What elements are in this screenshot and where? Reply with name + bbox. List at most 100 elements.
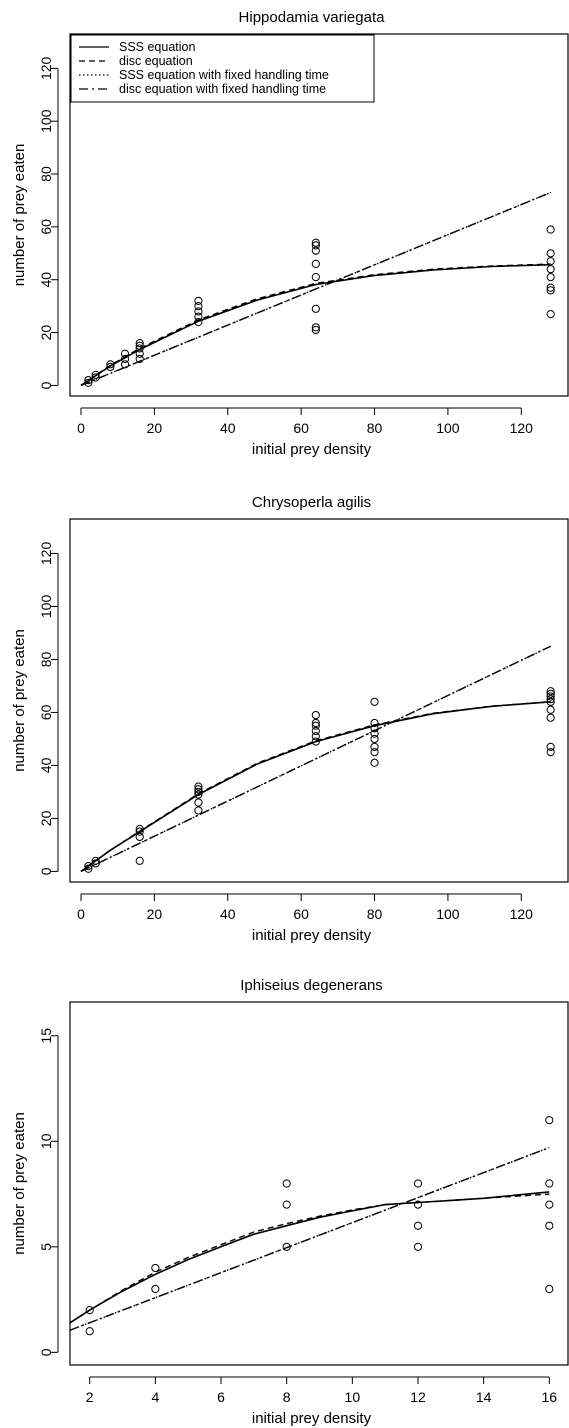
data-point	[311, 718, 320, 728]
data-point	[120, 354, 130, 364]
data-point	[546, 687, 555, 696]
data-point	[84, 864, 93, 873]
series-line	[80, 701, 551, 872]
data-point	[545, 1284, 554, 1294]
data-point	[546, 697, 555, 706]
y-axis-label: number of prey eaten	[11, 629, 28, 772]
series-line	[80, 191, 551, 387]
x-tick-label: 60	[293, 906, 309, 922]
data-point	[545, 1221, 554, 1230]
data-point	[311, 710, 320, 720]
data-point	[85, 1327, 94, 1336]
x-tick-label: 14	[476, 1389, 492, 1405]
data-point	[194, 307, 203, 316]
data-point	[311, 241, 320, 250]
plot-frame	[69, 33, 569, 397]
data-point	[135, 832, 144, 842]
data-point	[546, 713, 555, 722]
data-point	[370, 734, 379, 744]
x-tick-label: 120	[510, 906, 534, 922]
data-point	[546, 265, 555, 274]
y-tick-label: 80	[38, 166, 54, 182]
x-axis-label: initial prey density	[252, 441, 372, 458]
data-point	[282, 1179, 291, 1188]
data-point	[370, 729, 379, 738]
legend-entry: SSS equation	[119, 40, 195, 54]
data-point	[194, 787, 203, 797]
data-point	[311, 272, 320, 282]
data-point	[91, 856, 100, 865]
data-point	[194, 782, 203, 791]
plot-frame	[69, 1001, 569, 1366]
data-point	[311, 737, 320, 746]
x-tick-label: 8	[283, 1389, 291, 1405]
legend-box	[70, 34, 375, 103]
legend-entry: SSS equation with fixed handling time	[119, 68, 329, 82]
data-point	[194, 806, 203, 815]
data-point	[413, 1179, 423, 1188]
data-point	[370, 718, 379, 728]
x-tick-label: 40	[220, 906, 236, 922]
data-point	[91, 370, 100, 379]
data-point	[135, 349, 144, 358]
data-point	[135, 354, 144, 364]
y-tick-label: 20	[38, 810, 54, 826]
data-point	[311, 259, 320, 268]
chart-title: Chrysoperla agilis	[252, 494, 371, 511]
data-point	[194, 317, 203, 327]
data-point	[546, 272, 555, 282]
x-tick-label: 4	[151, 1389, 159, 1405]
plot-area	[70, 1116, 554, 1336]
data-point	[91, 859, 100, 868]
plot-area	[80, 645, 555, 873]
data-point	[311, 323, 320, 332]
x-tick-label: 6	[217, 1389, 225, 1405]
series-line	[80, 263, 551, 387]
x-tick-label: 0	[77, 420, 85, 436]
data-point	[546, 742, 555, 751]
data-point	[311, 246, 320, 255]
data-point	[370, 742, 379, 751]
data-point	[194, 312, 203, 321]
x-tick-label: 100	[436, 906, 460, 922]
data-point	[135, 824, 144, 834]
x-tick-label: 60	[293, 420, 309, 436]
chart-title: Iphiseius degenerans	[240, 977, 383, 994]
plot-frame	[69, 518, 569, 883]
x-tick-label: 12	[410, 1389, 426, 1405]
x-tick-label: 10	[345, 1389, 361, 1405]
data-point	[84, 376, 93, 385]
data-point	[546, 705, 555, 714]
data-point	[120, 349, 130, 358]
data-point	[311, 238, 320, 247]
y-tick-label: 60	[38, 704, 54, 720]
x-tick-label: 80	[367, 906, 383, 922]
x-tick-label: 120	[510, 420, 534, 436]
x-tick-label: 16	[542, 1389, 558, 1405]
data-point	[546, 225, 555, 234]
y-tick-label: 0	[38, 1348, 54, 1356]
y-tick-label: 120	[38, 542, 54, 566]
data-point	[84, 378, 93, 387]
data-point	[546, 695, 555, 704]
data-point	[545, 1179, 554, 1188]
series-line	[80, 645, 552, 873]
chart-panel-3: Iphiseius degenerans 2 4 6 8 10 12 14 16 0 5 10 15 in…	[11, 977, 569, 1427]
data-point	[194, 785, 203, 794]
y-axis-label: number of prey eaten	[11, 1112, 28, 1255]
data-point	[311, 325, 320, 335]
x-tick-label: 100	[436, 420, 460, 436]
y-tick-label: 40	[38, 272, 54, 288]
data-point	[135, 339, 144, 348]
data-point	[546, 692, 555, 701]
data-point	[282, 1242, 291, 1251]
data-point	[413, 1200, 423, 1209]
y-tick-label: 0	[38, 867, 54, 875]
data-point	[194, 790, 203, 799]
data-point	[546, 748, 555, 757]
data-point	[546, 309, 555, 319]
data-point	[311, 721, 320, 730]
y-tick-label: 20	[38, 325, 54, 341]
data-point	[311, 304, 320, 313]
